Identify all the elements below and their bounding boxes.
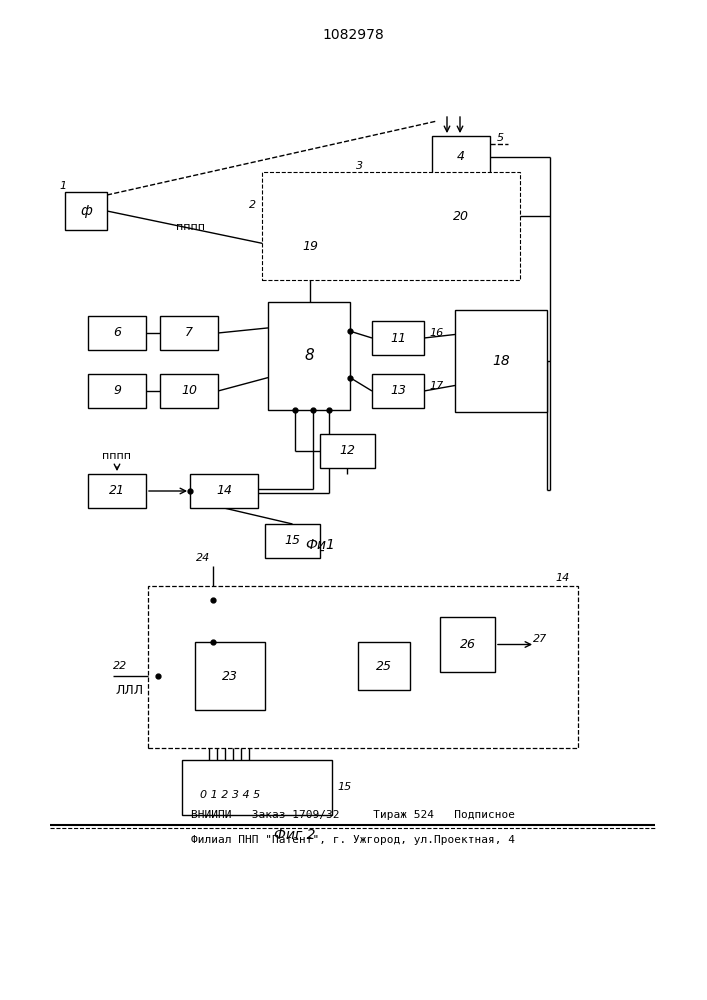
Bar xyxy=(262,172,520,280)
Text: пппп: пппп xyxy=(177,222,206,232)
Text: 19: 19 xyxy=(302,239,318,252)
Bar xyxy=(372,321,424,355)
Text: 18: 18 xyxy=(492,354,510,368)
Text: 5: 5 xyxy=(496,133,503,143)
Text: 21: 21 xyxy=(109,485,125,497)
Text: 16: 16 xyxy=(429,328,443,338)
Bar xyxy=(432,136,490,178)
Text: 14: 14 xyxy=(556,573,570,583)
Text: пппп: пппп xyxy=(103,451,132,461)
Text: 7: 7 xyxy=(185,326,193,340)
Text: 25: 25 xyxy=(376,660,392,672)
Text: 20: 20 xyxy=(453,210,469,223)
Text: Фи̱1: Фи̱1 xyxy=(305,538,335,552)
Bar xyxy=(432,197,490,235)
Text: ЛЛЛ: ЛЛЛ xyxy=(116,684,144,696)
Text: 15: 15 xyxy=(284,534,300,548)
Bar xyxy=(275,227,345,265)
Text: 24: 24 xyxy=(196,553,210,563)
Text: 0 1 2 3 4 5: 0 1 2 3 4 5 xyxy=(200,790,260,800)
Text: 15: 15 xyxy=(337,782,351,792)
Text: 11: 11 xyxy=(390,332,406,344)
Text: 14: 14 xyxy=(216,485,232,497)
Bar xyxy=(160,316,218,350)
Text: 4: 4 xyxy=(457,150,465,163)
Text: Фиг 2: Фиг 2 xyxy=(274,828,316,842)
Text: 2: 2 xyxy=(250,200,257,210)
Text: 9: 9 xyxy=(113,384,121,397)
Text: 10: 10 xyxy=(181,384,197,397)
Text: 26: 26 xyxy=(460,638,476,651)
Bar xyxy=(195,642,265,710)
Bar xyxy=(455,310,547,412)
Text: 13: 13 xyxy=(390,384,406,397)
Bar xyxy=(190,474,258,508)
Bar xyxy=(358,642,410,690)
Bar xyxy=(88,474,146,508)
Bar xyxy=(160,374,218,408)
Bar xyxy=(88,374,146,408)
Text: 23: 23 xyxy=(222,670,238,682)
Text: 8: 8 xyxy=(304,349,314,363)
Text: 1: 1 xyxy=(59,181,66,191)
Text: ф: ф xyxy=(80,204,92,218)
Text: 12: 12 xyxy=(339,444,356,458)
Bar xyxy=(372,374,424,408)
Text: 22: 22 xyxy=(113,661,127,671)
Text: 3: 3 xyxy=(356,161,363,171)
Text: 17: 17 xyxy=(429,381,443,391)
Bar xyxy=(320,434,375,468)
Bar xyxy=(440,617,495,672)
Text: Филиал ПНП "Патент", г. Ужгород, ул.Проектная, 4: Филиал ПНП "Патент", г. Ужгород, ул.Прое… xyxy=(191,835,515,845)
Text: ВНИИПИ   Заказ 1709/32     Тираж 524   Подписное: ВНИИПИ Заказ 1709/32 Тираж 524 Подписное xyxy=(191,810,515,820)
Text: 6: 6 xyxy=(113,326,121,340)
Bar xyxy=(148,586,578,748)
Bar xyxy=(88,316,146,350)
Text: 27: 27 xyxy=(533,635,547,645)
Bar xyxy=(182,760,332,815)
Text: 1082978: 1082978 xyxy=(322,28,384,42)
Bar xyxy=(265,524,320,558)
Bar xyxy=(268,302,350,410)
Bar xyxy=(65,192,107,230)
